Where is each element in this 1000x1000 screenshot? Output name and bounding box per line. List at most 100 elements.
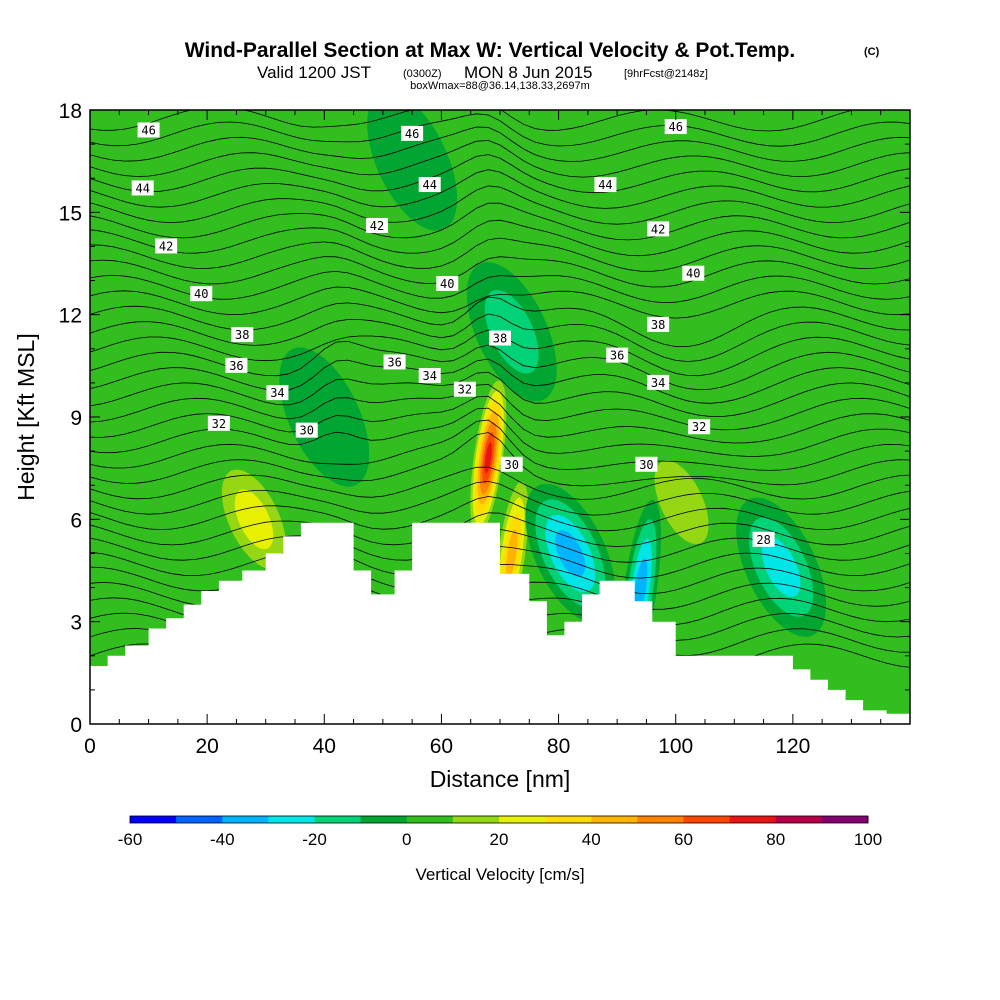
theta-label-box xyxy=(436,275,459,291)
theta-label-38: 38 xyxy=(231,327,254,343)
theta-label-36: 36 xyxy=(383,354,406,370)
theta-label-text: 40 xyxy=(686,267,700,281)
theta-label-text: 30 xyxy=(299,424,313,438)
theta-contour-line xyxy=(90,185,910,225)
theta-label-40: 40 xyxy=(682,265,705,281)
y-tick-label: 3 xyxy=(70,612,82,635)
theta-label-text: 32 xyxy=(458,383,472,397)
vv-feature-updraft-core xyxy=(467,370,509,546)
theta-contour-line xyxy=(90,496,910,532)
theta-contour-line xyxy=(90,371,910,417)
theta-label-text: 36 xyxy=(610,349,624,363)
theta-label-42: 42 xyxy=(366,217,388,233)
theta-label-box xyxy=(207,415,230,431)
theta-label-32: 32 xyxy=(688,419,711,435)
theta-label-box xyxy=(489,330,511,346)
colorbar-tick-label: -60 xyxy=(118,830,143,849)
theta-label-44: 44 xyxy=(594,177,617,193)
vv-level-10 xyxy=(326,227,417,368)
theta-label-44: 44 xyxy=(131,180,154,196)
subtitle-utc: (0300Z) xyxy=(403,68,442,80)
theta-contour-line xyxy=(90,358,910,404)
colorbar-swatch xyxy=(821,816,869,823)
subtitle-valid: Valid 1200 JST xyxy=(257,63,371,82)
theta-label-text: 32 xyxy=(692,420,706,434)
theta-contour-line xyxy=(90,286,910,319)
theta-contour-line xyxy=(90,466,910,500)
colorbar-tick-label: 20 xyxy=(490,830,509,849)
theta-label-text: 32 xyxy=(212,417,226,431)
vv-level--10 xyxy=(367,110,458,231)
vv-level--30 xyxy=(761,537,801,597)
theta-label-44: 44 xyxy=(418,177,441,193)
theta-label-text: 36 xyxy=(387,355,401,369)
theta-label-box xyxy=(635,456,658,472)
theta-contour-line xyxy=(90,419,910,471)
x-tick-label: 60 xyxy=(430,735,453,758)
theta-label-box xyxy=(752,531,775,547)
y-tick-label: 15 xyxy=(59,202,82,225)
theta-contour-line xyxy=(90,126,910,162)
theta-contour-line xyxy=(90,113,910,147)
theta-label-38: 38 xyxy=(647,316,670,332)
vv-feature-downdraft-sw xyxy=(279,347,370,487)
theta-label-box xyxy=(647,374,670,390)
theta-contour-line xyxy=(90,296,910,347)
vv-feature-updraft-west xyxy=(103,500,194,641)
theta-contour-line xyxy=(90,270,910,304)
x-axis: 0 20 40 60 80 100 120 xyxy=(84,110,882,758)
theta-label-text: 46 xyxy=(405,127,419,141)
y-tick-label: 0 xyxy=(70,714,82,737)
theta-label-text: 30 xyxy=(504,458,518,472)
theta-label-46: 46 xyxy=(401,125,424,141)
theta-label-text: 42 xyxy=(159,239,173,253)
chart-title: Wind-Parallel Section at Max W: Vertical… xyxy=(185,39,796,62)
theta-label-text: 28 xyxy=(756,533,770,547)
colorbar-swatch xyxy=(222,816,269,823)
theta-label-text: 34 xyxy=(270,386,284,400)
y-tick-label: 9 xyxy=(70,407,82,430)
theta-label-46: 46 xyxy=(664,119,687,135)
theta-label-40: 40 xyxy=(190,286,213,302)
colorbar-swatch xyxy=(591,816,638,823)
colorbar-tick-label: 0 xyxy=(402,830,411,849)
theta-label-box xyxy=(594,177,617,193)
vv-level-50 xyxy=(506,529,518,578)
colorbar-tick-label: 40 xyxy=(582,830,601,849)
vv-level--40 xyxy=(555,530,586,577)
x-tick-label: 100 xyxy=(658,735,693,758)
theta-label-40: 40 xyxy=(436,275,459,291)
theta-contour-line xyxy=(90,140,910,178)
theta-label-box xyxy=(401,125,424,141)
theta-label-box xyxy=(366,217,388,233)
theta-label-text: 42 xyxy=(651,222,665,236)
theta-label-box xyxy=(418,177,441,193)
colorbar-swatch xyxy=(775,816,823,823)
theta-contour-line xyxy=(90,480,910,516)
theta-label-text: 44 xyxy=(598,178,612,192)
theta-label-text: 38 xyxy=(651,318,665,332)
theta-label-box xyxy=(131,180,154,196)
theta-label-box xyxy=(137,122,160,138)
chart-title-mark: (C) xyxy=(864,46,880,58)
theta-label-box xyxy=(266,385,289,401)
vertical-velocity-field xyxy=(103,110,827,676)
theta-label-text: 44 xyxy=(135,181,149,195)
colorbar-tick-label: -20 xyxy=(302,830,327,849)
colorbar-swatch xyxy=(176,816,223,823)
theta-label-36: 36 xyxy=(225,357,248,373)
theta-contour-line xyxy=(90,512,910,547)
theta-label-38: 38 xyxy=(489,330,511,346)
theta-label-34: 34 xyxy=(418,368,441,384)
theta-label-text: 34 xyxy=(651,376,665,390)
y-tick-label: 12 xyxy=(59,305,82,328)
y-axis-label: Height [Kft MSL] xyxy=(13,333,39,500)
theta-label-box xyxy=(664,119,687,135)
subtitle-forecast: [9hrFcst@2148z] xyxy=(624,68,708,80)
x-axis-label: Distance [nm] xyxy=(430,766,571,792)
theta-label-text: 40 xyxy=(440,277,454,291)
theta-label-42: 42 xyxy=(647,221,670,237)
vv-feature-downdraft-mid xyxy=(367,110,458,231)
x-tick-label: 40 xyxy=(313,735,336,758)
